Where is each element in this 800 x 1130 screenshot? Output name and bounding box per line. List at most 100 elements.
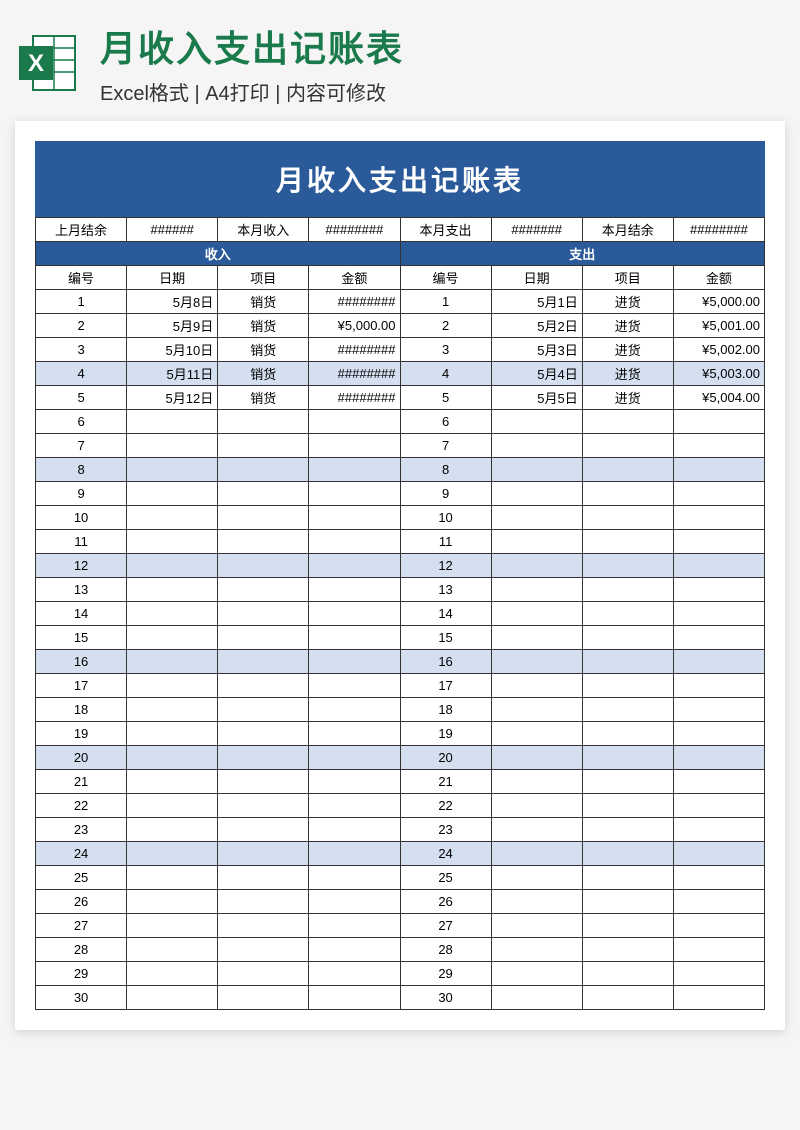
expense-row-num: 6 — [400, 410, 491, 434]
income-row-num: 11 — [36, 530, 127, 554]
section-header-row: 收入 支出 — [36, 242, 765, 266]
expense-amount-cell: ¥5,004.00 — [673, 386, 764, 410]
expense-row-num: 20 — [400, 746, 491, 770]
expense-date-cell — [491, 410, 582, 434]
expense-row-num: 11 — [400, 530, 491, 554]
income-amount-cell: ######## — [309, 362, 400, 386]
income-item-cell: 销货 — [218, 338, 309, 362]
table-row: 2222 — [36, 794, 765, 818]
expense-item-cell — [582, 722, 673, 746]
expense-amount-cell — [673, 890, 764, 914]
expense-amount-cell — [673, 986, 764, 1010]
income-amount-cell — [309, 434, 400, 458]
income-amount-cell — [309, 506, 400, 530]
expense-row-num: 9 — [400, 482, 491, 506]
income-date-cell: 5月10日 — [127, 338, 218, 362]
main-title: 月收入支出记账表 — [100, 20, 785, 72]
expense-item-cell — [582, 530, 673, 554]
expense-item-cell — [582, 842, 673, 866]
income-row-num: 21 — [36, 770, 127, 794]
expense-row-num: 26 — [400, 890, 491, 914]
expense-item-cell: 进货 — [582, 290, 673, 314]
income-col-amount: 金额 — [309, 266, 400, 290]
income-item-cell — [218, 746, 309, 770]
income-amount-cell — [309, 962, 400, 986]
income-item-cell — [218, 482, 309, 506]
expense-amount-cell — [673, 866, 764, 890]
income-item-cell — [218, 554, 309, 578]
table-row: 2828 — [36, 938, 765, 962]
expense-item-cell — [582, 578, 673, 602]
month-expense-label: 本月支出 — [400, 218, 491, 242]
income-item-cell: 销货 — [218, 362, 309, 386]
income-amount-cell — [309, 602, 400, 626]
expense-date-cell — [491, 698, 582, 722]
income-row-num: 2 — [36, 314, 127, 338]
expense-item-cell: 进货 — [582, 386, 673, 410]
income-item-cell — [218, 770, 309, 794]
expense-row-num: 25 — [400, 866, 491, 890]
income-amount-cell — [309, 458, 400, 482]
expense-row-num: 14 — [400, 602, 491, 626]
expense-date-cell — [491, 458, 582, 482]
expense-item-cell — [582, 698, 673, 722]
ledger-table: 上月结余 ###### 本月收入 ######## 本月支出 ####### 本… — [35, 217, 765, 1010]
expense-date-cell — [491, 938, 582, 962]
table-row: 2020 — [36, 746, 765, 770]
expense-row-num: 16 — [400, 650, 491, 674]
income-item-cell — [218, 698, 309, 722]
expense-date-cell — [491, 842, 582, 866]
expense-row-num: 5 — [400, 386, 491, 410]
table-row: 99 — [36, 482, 765, 506]
expense-section-header: 支出 — [400, 242, 765, 266]
expense-date-cell — [491, 482, 582, 506]
income-row-num: 23 — [36, 818, 127, 842]
expense-amount-cell — [673, 914, 764, 938]
table-row: 1919 — [36, 722, 765, 746]
income-item-cell — [218, 962, 309, 986]
income-item-cell — [218, 602, 309, 626]
expense-amount-cell — [673, 602, 764, 626]
income-row-num: 13 — [36, 578, 127, 602]
income-col-item: 项目 — [218, 266, 309, 290]
income-date-cell: 5月11日 — [127, 362, 218, 386]
income-amount-cell — [309, 410, 400, 434]
month-income-label: 本月收入 — [218, 218, 309, 242]
income-date-cell — [127, 650, 218, 674]
expense-item-cell — [582, 746, 673, 770]
expense-amount-cell — [673, 746, 764, 770]
income-date-cell — [127, 602, 218, 626]
last-balance-label: 上月结余 — [36, 218, 127, 242]
income-amount-cell — [309, 674, 400, 698]
income-date-cell — [127, 410, 218, 434]
income-item-cell — [218, 626, 309, 650]
table-row: 1212 — [36, 554, 765, 578]
table-row: 2929 — [36, 962, 765, 986]
table-row: 15月8日销货########15月1日进货¥5,000.00 — [36, 290, 765, 314]
income-item-cell — [218, 506, 309, 530]
income-amount-cell — [309, 722, 400, 746]
table-row: 2121 — [36, 770, 765, 794]
income-row-num: 14 — [36, 602, 127, 626]
expense-date-cell — [491, 746, 582, 770]
expense-col-num: 编号 — [400, 266, 491, 290]
month-balance-value: ######## — [673, 218, 764, 242]
income-row-num: 27 — [36, 914, 127, 938]
income-item-cell — [218, 578, 309, 602]
income-row-num: 30 — [36, 986, 127, 1010]
table-row: 1515 — [36, 626, 765, 650]
expense-amount-cell — [673, 578, 764, 602]
income-date-cell: 5月12日 — [127, 386, 218, 410]
income-item-cell: 销货 — [218, 290, 309, 314]
income-amount-cell — [309, 650, 400, 674]
expense-item-cell — [582, 914, 673, 938]
income-date-cell — [127, 626, 218, 650]
income-amount-cell — [309, 986, 400, 1010]
income-section-header: 收入 — [36, 242, 401, 266]
income-row-num: 3 — [36, 338, 127, 362]
income-row-num: 1 — [36, 290, 127, 314]
table-row: 66 — [36, 410, 765, 434]
income-date-cell — [127, 434, 218, 458]
month-income-value: ######## — [309, 218, 400, 242]
expense-row-num: 30 — [400, 986, 491, 1010]
